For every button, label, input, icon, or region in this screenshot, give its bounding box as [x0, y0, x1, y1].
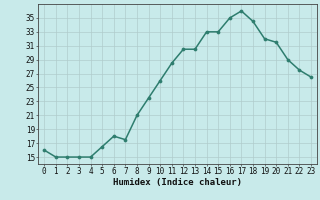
X-axis label: Humidex (Indice chaleur): Humidex (Indice chaleur) [113, 178, 242, 187]
